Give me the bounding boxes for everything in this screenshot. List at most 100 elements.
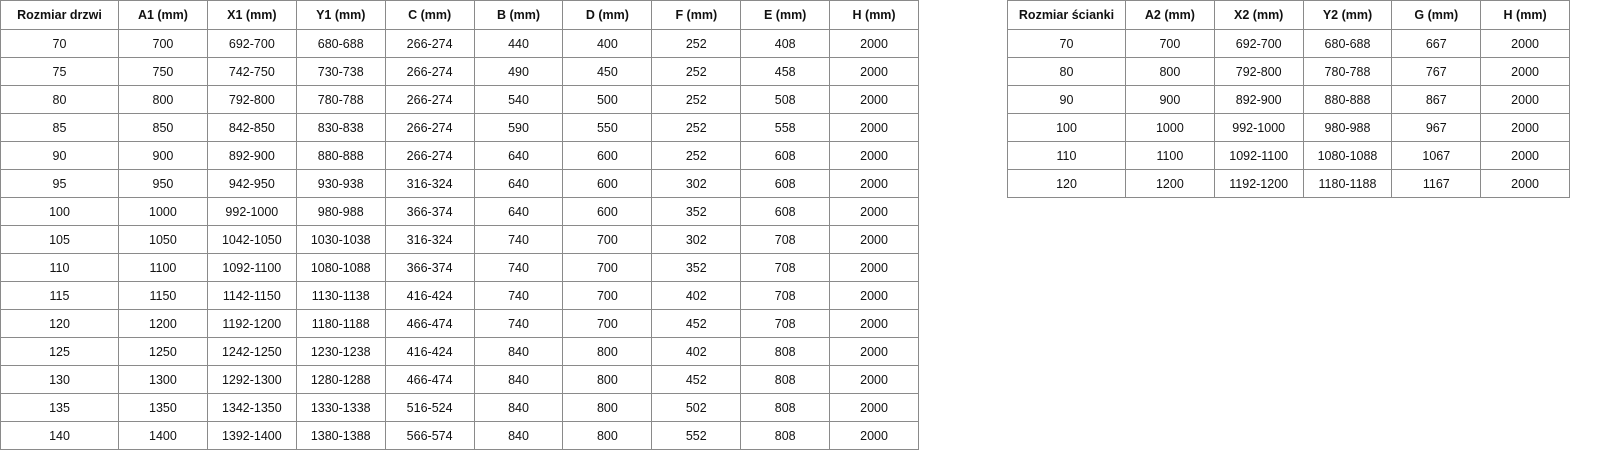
table-cell: 2000 xyxy=(1480,113,1570,142)
table-cell: 792-800 xyxy=(206,85,297,114)
table-cell: 302 xyxy=(651,225,742,254)
table-cell: 742-750 xyxy=(206,57,297,86)
table-cell: 1330-1338 xyxy=(295,393,386,422)
table-cell: 316-324 xyxy=(384,169,475,198)
table-cell: 950 xyxy=(118,169,208,198)
table-cell: 135 xyxy=(0,393,119,422)
table-cell: 2000 xyxy=(1480,29,1570,58)
table-row: 130 1300 1292-1300 1280-1288 466-474 840 800 45… xyxy=(0,365,920,394)
table-cell: 266-274 xyxy=(384,85,475,114)
column-header: A1 (mm) xyxy=(118,0,208,30)
table-cell: 402 xyxy=(651,281,742,310)
table-cell: 1100 xyxy=(118,253,208,282)
door-dimensions-table: Rozmiar drzwi A1 (mm) X1 (mm) Y1 (mm) C (mm)… xyxy=(0,0,920,450)
table-cell: 1242-1250 xyxy=(206,337,297,366)
header-row: Rozmiar ścianki A2 (mm) X2 (mm) Y2 (mm) G (m… xyxy=(1007,0,1570,30)
table-cell: 1150 xyxy=(118,281,208,310)
table-cell: 110 xyxy=(0,253,119,282)
table-cell: 90 xyxy=(0,141,119,170)
table-cell: 552 xyxy=(651,421,742,450)
table-row: 110 1100 1092-1100 1080-1088 366-374 740 700 35… xyxy=(0,253,920,282)
table-cell: 502 xyxy=(651,393,742,422)
column-header: F (mm) xyxy=(651,0,742,30)
table-cell: 1180-1188 xyxy=(295,309,386,338)
table-cell: 1042-1050 xyxy=(206,225,297,254)
table-row: 95 950 942-950 930-938 316-324 640 600 302 608 20… xyxy=(0,169,920,198)
table-cell: 1100 xyxy=(1125,141,1215,170)
table-cell: 1092-1100 xyxy=(206,253,297,282)
table-cell: 880-888 xyxy=(1302,85,1393,114)
table-cell: 1300 xyxy=(118,365,208,394)
table-cell: 800 xyxy=(562,393,653,422)
table-cell: 1030-1038 xyxy=(295,225,386,254)
table-cell: 2000 xyxy=(829,281,920,310)
table-cell: 252 xyxy=(651,29,742,58)
table-cell: 640 xyxy=(473,141,564,170)
table-cell: 708 xyxy=(740,253,831,282)
table-cell: 600 xyxy=(562,141,653,170)
table-cell: 2000 xyxy=(829,29,920,58)
table-cell: 667 xyxy=(1391,29,1482,58)
column-header: H (mm) xyxy=(1480,0,1570,30)
table-cell: 266-274 xyxy=(384,57,475,86)
table-cell: 1392-1400 xyxy=(206,421,297,450)
table-cell: 680-688 xyxy=(295,29,386,58)
table-cell: 792-800 xyxy=(1213,57,1304,86)
table-cell: 708 xyxy=(740,281,831,310)
table-cell: 1000 xyxy=(1125,113,1215,142)
table-cell: 452 xyxy=(651,365,742,394)
table-cell: 540 xyxy=(473,85,564,114)
table-cell: 700 xyxy=(118,29,208,58)
table-cell: 2000 xyxy=(1480,169,1570,198)
wall-dimensions-table: Rozmiar ścianki A2 (mm) X2 (mm) Y2 (mm) G (m… xyxy=(1007,0,1570,198)
table-cell: 2000 xyxy=(829,225,920,254)
column-header: H (mm) xyxy=(829,0,920,30)
table-cell: 840 xyxy=(473,365,564,394)
table-cell: 1400 xyxy=(118,421,208,450)
table-cell: 1200 xyxy=(1125,169,1215,198)
table-cell: 466-474 xyxy=(384,365,475,394)
table-row: 100 1000 992-1000 980-988 366-374 640 600 352 60… xyxy=(0,197,920,226)
column-header: Rozmiar ścianki xyxy=(1007,0,1126,30)
table-row: 100 1000 992-1000 980-988 967 2000 xyxy=(1007,113,1570,142)
table-cell: 600 xyxy=(562,169,653,198)
table-cell: 302 xyxy=(651,169,742,198)
table-cell: 830-838 xyxy=(295,113,386,142)
table-row: 120 1200 1192-1200 1180-1188 466-474 740 700 45… xyxy=(0,309,920,338)
table-cell: 740 xyxy=(473,253,564,282)
table-cell: 366-374 xyxy=(384,253,475,282)
table-cell: 992-1000 xyxy=(206,197,297,226)
column-header: Y1 (mm) xyxy=(295,0,386,30)
table-cell: 708 xyxy=(740,225,831,254)
table-cell: 840 xyxy=(473,393,564,422)
table-cell: 1192-1200 xyxy=(1213,169,1304,198)
table-cell: 352 xyxy=(651,253,742,282)
table-cell: 2000 xyxy=(829,85,920,114)
table-cell: 366-374 xyxy=(384,197,475,226)
table-cell: 90 xyxy=(1007,85,1126,114)
table-cell: 2000 xyxy=(829,337,920,366)
column-header: X2 (mm) xyxy=(1213,0,1304,30)
table-cell: 730-738 xyxy=(295,57,386,86)
table-row: 80 800 792-800 780-788 266-274 540 500 252 508 20… xyxy=(0,85,920,114)
table-cell: 1142-1150 xyxy=(206,281,297,310)
table-cell: 80 xyxy=(0,85,119,114)
table-cell: 490 xyxy=(473,57,564,86)
table-cell: 1167 xyxy=(1391,169,1482,198)
table-cell: 740 xyxy=(473,309,564,338)
table-cell: 1180-1188 xyxy=(1302,169,1393,198)
table-cell: 1380-1388 xyxy=(295,421,386,450)
column-header: Rozmiar drzwi xyxy=(0,0,119,30)
table-cell: 408 xyxy=(740,29,831,58)
table-cell: 140 xyxy=(0,421,119,450)
table-cell: 2000 xyxy=(829,393,920,422)
table-cell: 110 xyxy=(1007,141,1126,170)
table-cell: 800 xyxy=(1125,57,1215,86)
table-cell: 2000 xyxy=(829,57,920,86)
table-cell: 458 xyxy=(740,57,831,86)
column-header: E (mm) xyxy=(740,0,831,30)
table-cell: 105 xyxy=(0,225,119,254)
table-cell: 600 xyxy=(562,197,653,226)
table-cell: 452 xyxy=(651,309,742,338)
table-cell: 75 xyxy=(0,57,119,86)
